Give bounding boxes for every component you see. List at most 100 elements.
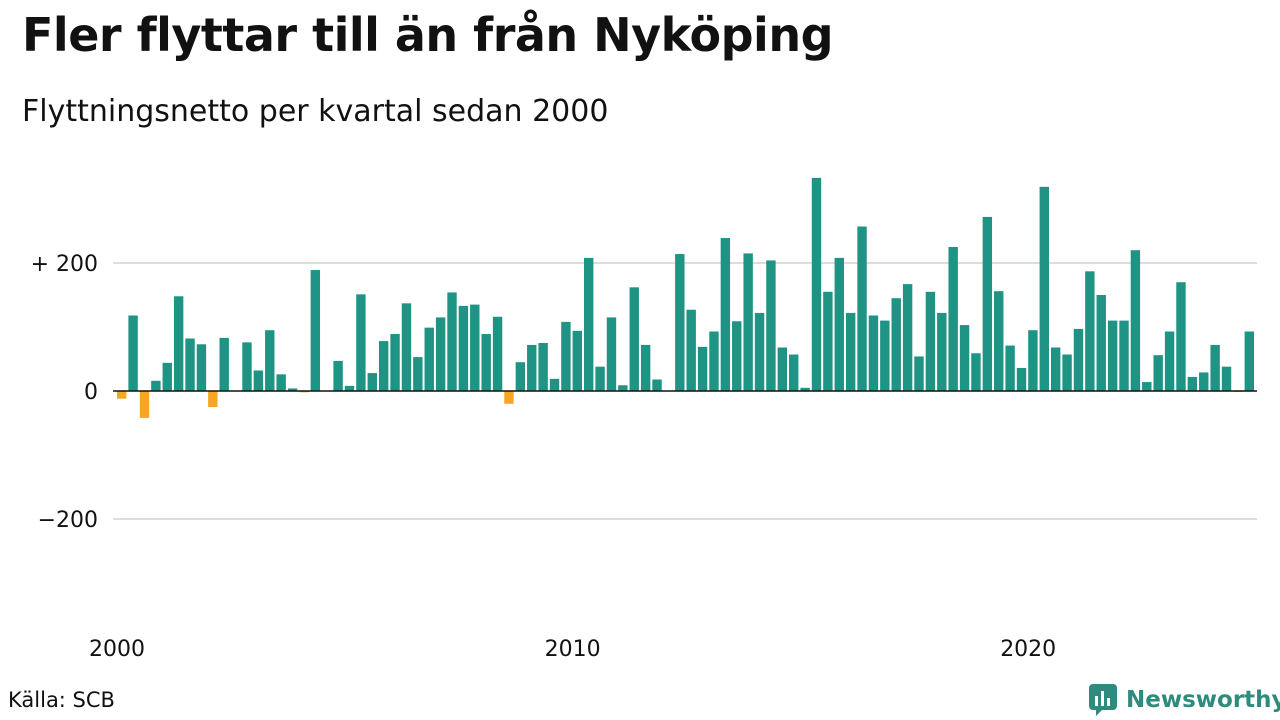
bar: [265, 330, 275, 391]
bar: [686, 309, 696, 391]
bar: [344, 385, 355, 391]
bar: [1221, 366, 1232, 391]
bar: [219, 337, 229, 391]
bar: [572, 330, 582, 391]
bar: [766, 260, 776, 391]
bar: [401, 303, 412, 391]
bar: [242, 342, 252, 391]
bar: [595, 366, 605, 391]
y-tick-label: 0: [84, 380, 98, 405]
bar: [196, 344, 207, 391]
bar: [675, 254, 685, 391]
bar: [1187, 376, 1198, 391]
bar: [743, 253, 753, 391]
bar: [527, 344, 537, 391]
bar: [754, 312, 765, 391]
bar: [470, 304, 480, 391]
bar: [959, 325, 970, 391]
bar: [253, 370, 264, 391]
newsworthy-logo-icon: [1089, 684, 1117, 716]
bar: [1176, 282, 1186, 391]
bar: [1039, 186, 1049, 391]
bar: [139, 391, 150, 418]
bar: [1119, 320, 1129, 391]
bar: [777, 347, 788, 391]
bar: [117, 391, 127, 399]
chart-subtitle: Flyttningsnetto per kvartal sedan 2000: [22, 94, 609, 129]
bar: [857, 226, 867, 391]
bar: [583, 257, 594, 391]
bar: [880, 320, 890, 391]
bar: [868, 315, 879, 391]
bar: [732, 321, 742, 391]
bar: [937, 312, 947, 391]
bar: [1005, 345, 1015, 391]
bar: [333, 360, 343, 391]
bar: [538, 343, 548, 391]
bar: [1153, 355, 1163, 391]
bar: [789, 354, 799, 391]
bar: [1199, 372, 1209, 391]
bar: [561, 321, 571, 391]
bar: [982, 216, 993, 391]
bar: [162, 362, 172, 391]
bar: [378, 341, 389, 391]
bar: [185, 338, 195, 391]
bar: [1073, 328, 1084, 391]
bar: [1028, 330, 1038, 391]
bar: [845, 312, 856, 391]
bar: [902, 284, 913, 391]
bar: [652, 379, 662, 391]
bar: [1096, 295, 1106, 391]
bar: [1085, 271, 1095, 391]
bar: [128, 315, 138, 391]
x-tick-label: 2010: [545, 637, 601, 662]
bar: [1164, 331, 1175, 391]
bar: [720, 238, 731, 391]
y-tick-label: −200: [38, 508, 98, 533]
bar: [891, 298, 901, 391]
bar: [151, 380, 161, 391]
bar: [811, 177, 822, 391]
bar-chart: + 200 0 −200 2000 2010 2020: [31, 177, 1257, 662]
bar: [1016, 367, 1027, 391]
bar: [800, 387, 810, 391]
bar: [458, 305, 469, 391]
bar: [618, 385, 628, 391]
bar: [447, 292, 457, 391]
bar: [549, 378, 560, 391]
bar: [948, 247, 958, 391]
bar: [1062, 354, 1072, 391]
bar: [515, 362, 526, 391]
bar: [709, 331, 719, 391]
brand-name: Newsworthy: [1126, 687, 1280, 713]
bar: [492, 316, 503, 391]
bar: [1050, 347, 1061, 391]
bar: [697, 346, 708, 391]
bar: [356, 294, 366, 391]
bar: [173, 296, 184, 391]
bar: [1107, 320, 1118, 391]
bar: [994, 291, 1004, 391]
x-tick-label: 2020: [1000, 637, 1056, 662]
bar: [310, 270, 321, 391]
bar: [276, 374, 286, 391]
bar: [287, 388, 298, 391]
bar: [390, 334, 400, 391]
bar: [481, 334, 491, 391]
bar: [435, 317, 446, 391]
y-tick-label: + 200: [31, 252, 98, 277]
bar: [629, 287, 639, 391]
bar: [640, 344, 651, 391]
bar: [834, 257, 844, 391]
bar: [971, 353, 981, 391]
bar: [367, 373, 377, 391]
bar: [413, 357, 423, 391]
newsworthy-logo[interactable]: Newsworthy: [1088, 683, 1280, 717]
source-note: Källa: SCB: [8, 688, 115, 712]
bar: [914, 356, 924, 391]
bar: [925, 291, 936, 391]
bar: [1210, 344, 1220, 391]
bar: [1130, 250, 1141, 391]
